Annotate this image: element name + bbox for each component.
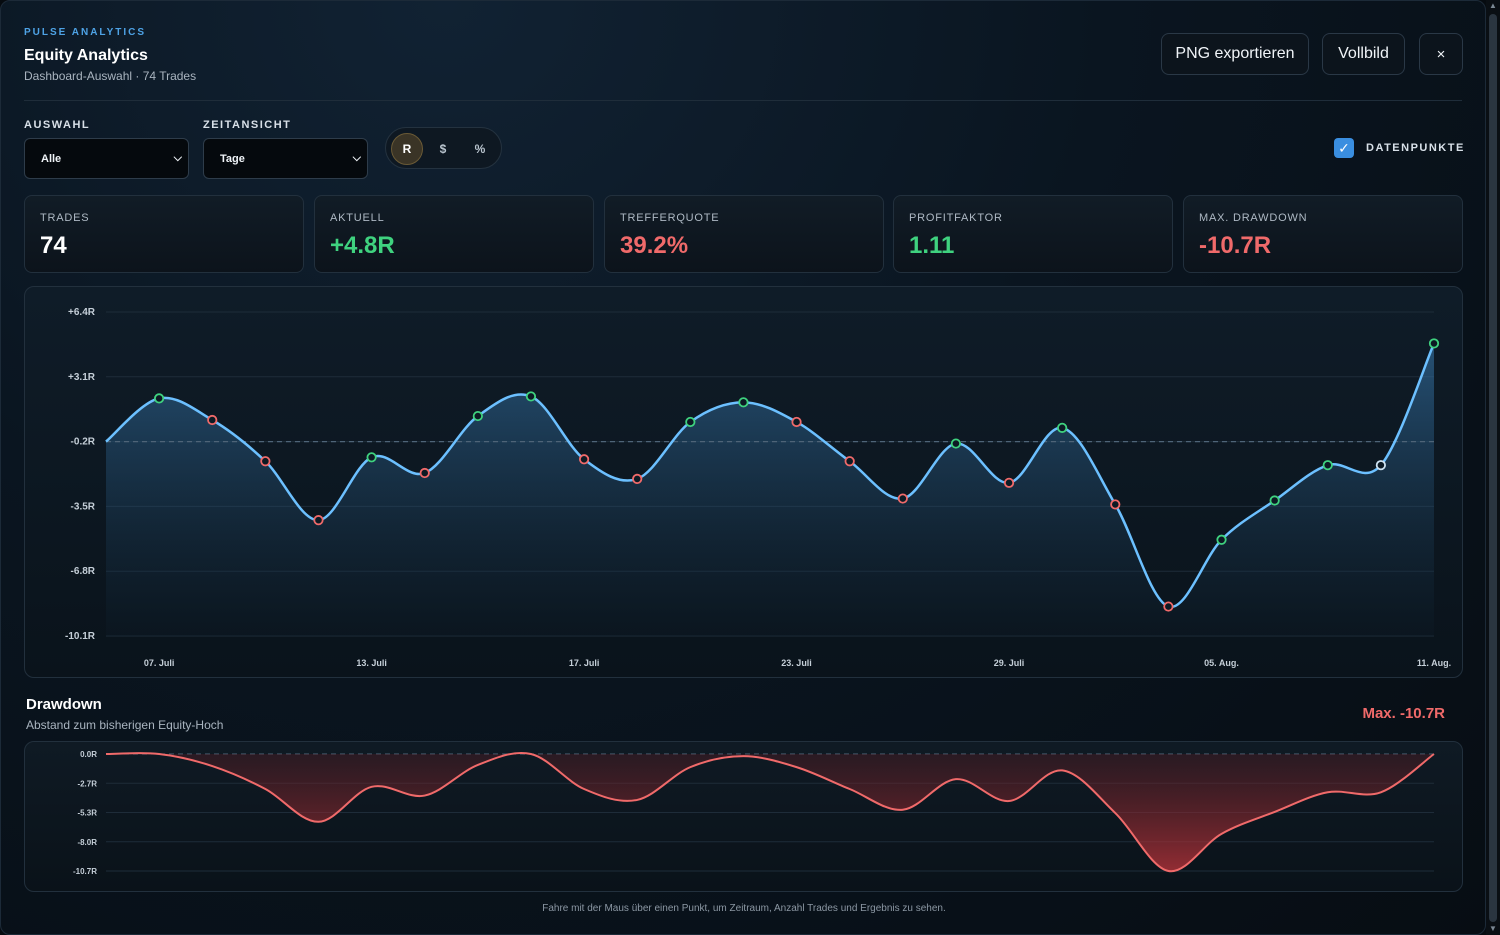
hover-hint: Fahre mit der Maus über einen Punkt, um … (542, 903, 946, 914)
data-point[interactable] (632, 473, 643, 485)
kpi-card-hit-rate: TREFFERQUOTE 39.2% (604, 195, 884, 273)
drawdown-title: Drawdown (26, 696, 102, 713)
data-point[interactable] (260, 456, 271, 467)
x-tick-label: 17. Juli (569, 658, 600, 668)
page-title: Equity Analytics (24, 47, 148, 64)
scrollbar-thumb[interactable] (1489, 14, 1497, 922)
data-point[interactable] (791, 416, 802, 428)
selection-select[interactable]: Alle ⌵ (24, 138, 189, 179)
kpi-card-profit-factor: PROFITFAKTOR 1.11 (893, 195, 1173, 273)
data-point[interactable] (1216, 534, 1227, 545)
x-tick-label: 29. Juli (994, 658, 1025, 668)
scrollbar[interactable]: ▲ ▼ (1486, 0, 1500, 935)
x-tick-label: 13. Juli (356, 658, 387, 668)
kpi-value: 39.2% (620, 232, 689, 259)
y-tick-label: -0.2R (71, 437, 96, 448)
y-tick-label: -2.7R (77, 779, 97, 788)
data-point[interactable] (1163, 601, 1174, 612)
kpi-label: AKTUELL (330, 212, 385, 224)
y-tick-label: -3.5R (71, 501, 96, 512)
unit-option-r[interactable]: R (391, 133, 423, 165)
drawdown-chart: 0.0R -2.7R -5.3R -8.0R -10.7R (73, 750, 1435, 876)
data-point[interactable] (1269, 495, 1280, 506)
data-point[interactable] (1428, 338, 1440, 349)
data-point[interactable] (472, 410, 483, 422)
x-tick-label: 11. Aug. (1417, 658, 1451, 668)
timeview-value: Tage (220, 152, 245, 165)
kpi-value: -10.7R (1199, 232, 1272, 259)
equity-chart: +6.4R +3.1R -0.2R -3.5R -6.8R -10.1R 07. Juli 1… (65, 307, 1451, 668)
data-point[interactable] (1057, 422, 1068, 433)
x-tick-label: 23. Juli (781, 658, 812, 668)
y-tick-label: -10.7R (73, 867, 97, 876)
y-tick-label: +3.1R (68, 372, 96, 383)
data-point[interactable] (154, 393, 165, 404)
header-divider (24, 100, 1462, 101)
datapoints-checkbox[interactable]: ✓ (1334, 138, 1354, 158)
close-button[interactable]: × (1419, 33, 1463, 75)
data-point[interactable] (844, 456, 855, 467)
chevron-down-icon: ⌵ (352, 152, 361, 164)
kpi-label: PROFITFAKTOR (909, 212, 1003, 224)
drawdown-chart-panel: 0.0R -2.7R -5.3R -8.0R -10.7R (24, 741, 1463, 892)
drawdown-subtitle: Abstand zum bisherigen Equity-Hoch (26, 718, 224, 732)
equity-chart-panel: +6.4R +3.1R -0.2R -3.5R -6.8R -10.1R 07. Juli 1… (24, 286, 1463, 678)
fullscreen-button[interactable]: Vollbild (1322, 33, 1405, 75)
kpi-label: TRADES (40, 212, 90, 224)
y-tick-label: 0.0R (80, 750, 97, 759)
brand-label: PULSE ANALYTICS (24, 27, 147, 38)
data-point[interactable] (578, 454, 590, 465)
scroll-up-icon[interactable]: ▲ (1489, 1, 1497, 10)
data-point[interactable] (366, 452, 377, 463)
export-png-button[interactable]: PNG exportieren (1161, 33, 1309, 75)
timeview-label: ZEITANSICHT (203, 119, 292, 131)
data-point[interactable] (950, 438, 962, 449)
scroll-down-icon[interactable]: ▼ (1489, 924, 1497, 933)
chevron-down-icon: ⌵ (173, 152, 182, 164)
check-icon: ✓ (1338, 139, 1350, 156)
datapoints-label: DATENPUNKTE (1366, 142, 1465, 154)
data-point[interactable] (419, 467, 430, 479)
timeview-select[interactable]: Tage ⌵ (203, 138, 368, 179)
data-point[interactable] (313, 515, 324, 526)
y-tick-label: -6.8R (71, 566, 96, 577)
unit-toggle: R $ % (385, 127, 502, 169)
kpi-label: MAX. DRAWDOWN (1199, 212, 1308, 224)
y-tick-label: -5.3R (77, 809, 97, 818)
kpi-value: +4.8R (330, 232, 395, 259)
data-point[interactable] (525, 391, 537, 402)
y-tick-label: -10.1R (65, 631, 96, 642)
data-point[interactable] (1110, 499, 1121, 510)
drawdown-line (105, 752, 1435, 873)
kpi-card-trades: TRADES 74 (24, 195, 304, 273)
drawdown-area (106, 752, 1434, 872)
selection-label: AUSWAHL (24, 119, 91, 131)
x-tick-label: 05. Aug. (1204, 658, 1239, 668)
data-point[interactable] (1322, 460, 1333, 471)
data-point[interactable] (685, 416, 696, 428)
unit-option-dollar[interactable]: $ (439, 142, 447, 156)
unit-option-percent[interactable]: % (474, 142, 486, 156)
page-subtitle: Dashboard-Auswahl · 74 Trades (24, 69, 197, 83)
kpi-value: 74 (40, 232, 67, 259)
data-point[interactable] (738, 397, 749, 408)
kpi-label: TREFFERQUOTE (620, 212, 720, 224)
kpi-card-max-drawdown: MAX. DRAWDOWN -10.7R (1183, 195, 1463, 273)
y-tick-label: +6.4R (68, 307, 96, 318)
data-point[interactable] (897, 493, 908, 504)
kpi-value: 1.11 (909, 232, 955, 259)
x-tick-label: 07. Juli (144, 658, 175, 668)
selection-value: Alle (41, 152, 62, 165)
y-tick-label: -8.0R (77, 838, 97, 847)
drawdown-max: Max. -10.7R (1362, 705, 1445, 722)
data-point[interactable] (1375, 460, 1386, 471)
data-point[interactable] (207, 414, 218, 426)
kpi-card-current: AKTUELL +4.8R (314, 195, 594, 273)
data-point[interactable] (1003, 477, 1015, 488)
equity-area (106, 343, 1434, 636)
